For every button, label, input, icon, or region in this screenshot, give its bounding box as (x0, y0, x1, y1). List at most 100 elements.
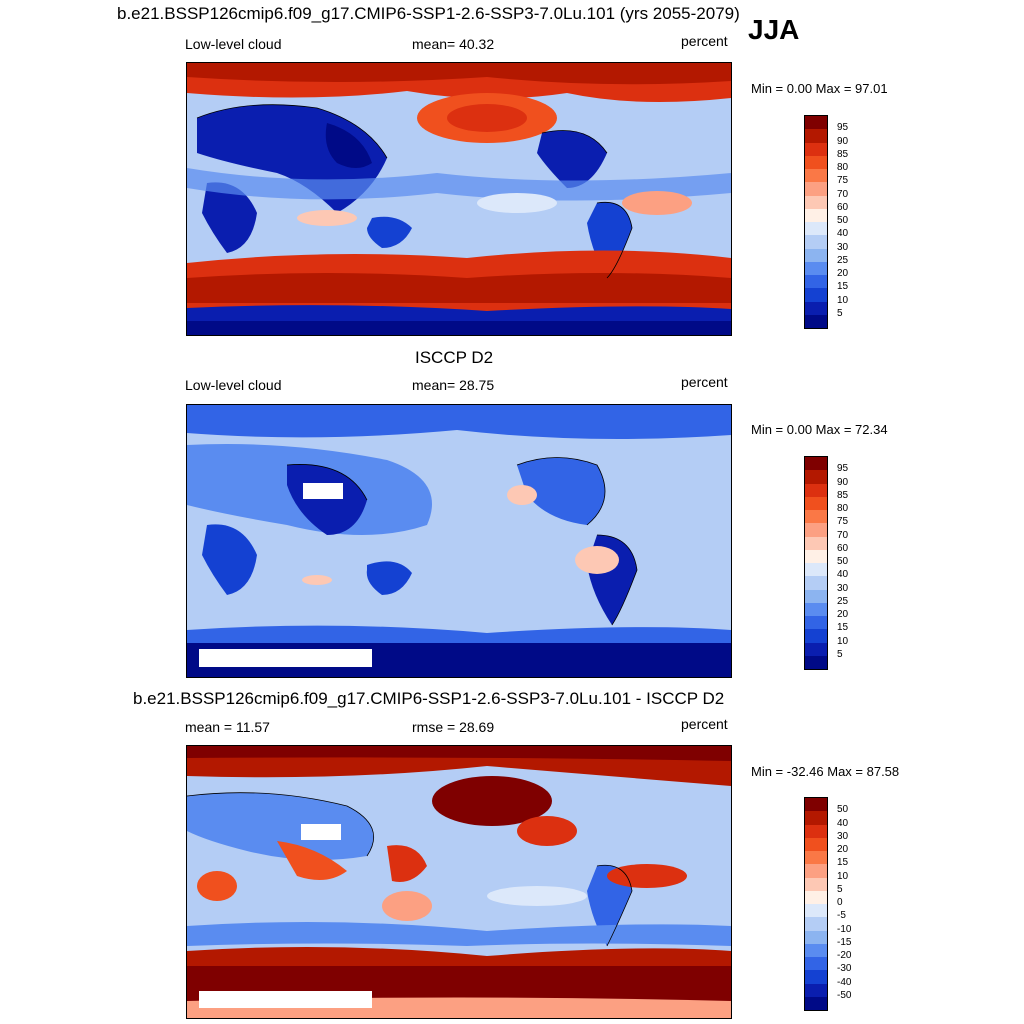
colorbar-swatch (805, 877, 827, 891)
panel-1-minmax-label: Min = 0.00 Max = 97.01 (751, 81, 888, 96)
colorbar-tick-label: 5 (837, 883, 843, 895)
panel-3-rmse-label: rmse = 28.69 (412, 719, 495, 735)
panel-1-colorbar (804, 115, 828, 329)
panel-3-title: b.e21.BSSP126cmip6.f09_g17.CMIP6-SSP1-2.… (133, 689, 725, 708)
panel-2-map (186, 404, 732, 678)
colorbar-tick-label: 85 (837, 148, 849, 160)
colorbar-swatch (805, 642, 827, 656)
colorbar-swatch (805, 904, 827, 918)
colorbar-swatch (805, 576, 827, 590)
colorbar-tick-label: 15 (837, 281, 849, 293)
colorbar-tick-label: 75 (837, 175, 849, 187)
colorbar-swatch (805, 275, 827, 289)
colorbar-tick-label: 20 (837, 844, 849, 855)
colorbar-tick-label: 25 (837, 254, 849, 266)
colorbar-tick-label: -10 (837, 923, 852, 935)
colorbar-tick-label: 10 (837, 635, 849, 647)
colorbar-swatch (805, 510, 827, 524)
colorbar-tick-label: 70 (837, 188, 849, 200)
colorbar-tick-label: 0 (837, 897, 843, 908)
colorbar-swatch (805, 957, 827, 971)
panel-2-title: ISCCP D2 (415, 348, 494, 367)
colorbar-tick-label: 40 (837, 228, 849, 240)
colorbar-swatch (805, 235, 827, 249)
colorbar-tick-label: 30 (837, 830, 849, 842)
colorbar-tick-label: 80 (837, 503, 849, 514)
colorbar-swatch (805, 301, 827, 315)
colorbar-swatch (805, 116, 827, 130)
panel-3-map (186, 745, 732, 1019)
colorbar-swatch (805, 589, 827, 603)
colorbar-swatch (805, 288, 827, 302)
colorbar-tick-label: -15 (837, 936, 852, 948)
colorbar-tick-label: 15 (837, 857, 849, 869)
colorbar-tick-label: 50 (837, 556, 849, 567)
panel-3-colorbar (804, 797, 828, 1011)
colorbar-tick-label: -50 (837, 989, 852, 1001)
colorbar-tick-label: -5 (837, 910, 846, 922)
colorbar-swatch (805, 943, 827, 957)
colorbar-tick-label: 30 (837, 582, 849, 594)
colorbar-swatch (805, 917, 827, 931)
colorbar-swatch (805, 890, 827, 904)
colorbar-swatch (805, 222, 827, 236)
colorbar-swatch (805, 549, 827, 563)
colorbar-tick-label: 20 (837, 609, 849, 620)
colorbar-swatch (805, 798, 827, 812)
colorbar-swatch (805, 811, 827, 825)
colorbar-tick-label: -40 (837, 976, 852, 988)
colorbar-tick-label: 20 (837, 268, 849, 279)
colorbar-swatch (805, 563, 827, 577)
colorbar-tick-label: 90 (837, 135, 849, 147)
colorbar-tick-label: -20 (837, 950, 852, 961)
colorbar-swatch (805, 629, 827, 643)
colorbar-swatch (805, 864, 827, 878)
panel-3-units-label: percent (681, 716, 728, 732)
panel-2-minmax-label: Min = 0.00 Max = 72.34 (751, 422, 888, 437)
colorbar-tick-label: 85 (837, 489, 849, 501)
colorbar-tick-label: 95 (837, 122, 849, 134)
colorbar-tick-label: 60 (837, 201, 849, 213)
panel-1-map (186, 62, 732, 336)
colorbar-swatch (805, 970, 827, 984)
colorbar-tick-label: 15 (837, 622, 849, 634)
colorbar-swatch (805, 655, 827, 669)
colorbar-swatch (805, 314, 827, 328)
colorbar-swatch (805, 483, 827, 497)
panel-1-title: b.e21.BSSP126cmip6.f09_g17.CMIP6-SSP1-2.… (117, 4, 740, 23)
colorbar-tick-label: 50 (837, 215, 849, 226)
colorbar-swatch (805, 208, 827, 222)
colorbar-swatch (805, 824, 827, 838)
colorbar-swatch (805, 261, 827, 275)
colorbar-tick-label: 5 (837, 307, 843, 319)
colorbar-tick-label: 10 (837, 870, 849, 882)
colorbar-tick-label: 80 (837, 162, 849, 173)
colorbar-swatch (805, 470, 827, 484)
colorbar-tick-label: 60 (837, 542, 849, 554)
colorbar-swatch (805, 996, 827, 1010)
colorbar-tick-label: 75 (837, 516, 849, 528)
colorbar-swatch (805, 851, 827, 865)
colorbar-swatch (805, 457, 827, 471)
colorbar-tick-label: 40 (837, 817, 849, 829)
colorbar-tick-label: 40 (837, 569, 849, 581)
colorbar-tick-label: 90 (837, 476, 849, 488)
colorbar-swatch (805, 837, 827, 851)
panel-3-mean-label: mean = 11.57 (185, 719, 270, 735)
colorbar-tick-label: 95 (837, 463, 849, 475)
colorbar-swatch (805, 182, 827, 196)
panel-3-minmax-label: Min = -32.46 Max = 87.58 (751, 764, 900, 779)
colorbar-swatch (805, 195, 827, 209)
season-label: JJA (748, 14, 800, 45)
colorbar-tick-label: 30 (837, 241, 849, 253)
colorbar-swatch (805, 496, 827, 510)
colorbar-swatch (805, 930, 827, 944)
colorbar-tick-label: 70 (837, 529, 849, 541)
panel-1-mean-label: mean= 40.32 (412, 36, 495, 52)
colorbar-swatch (805, 602, 827, 616)
colorbar-tick-label: -30 (837, 963, 852, 975)
panel-1-units-label: percent (681, 33, 728, 49)
colorbar-swatch (805, 536, 827, 550)
panel-2-colorbar (804, 456, 828, 670)
colorbar-swatch (805, 155, 827, 169)
